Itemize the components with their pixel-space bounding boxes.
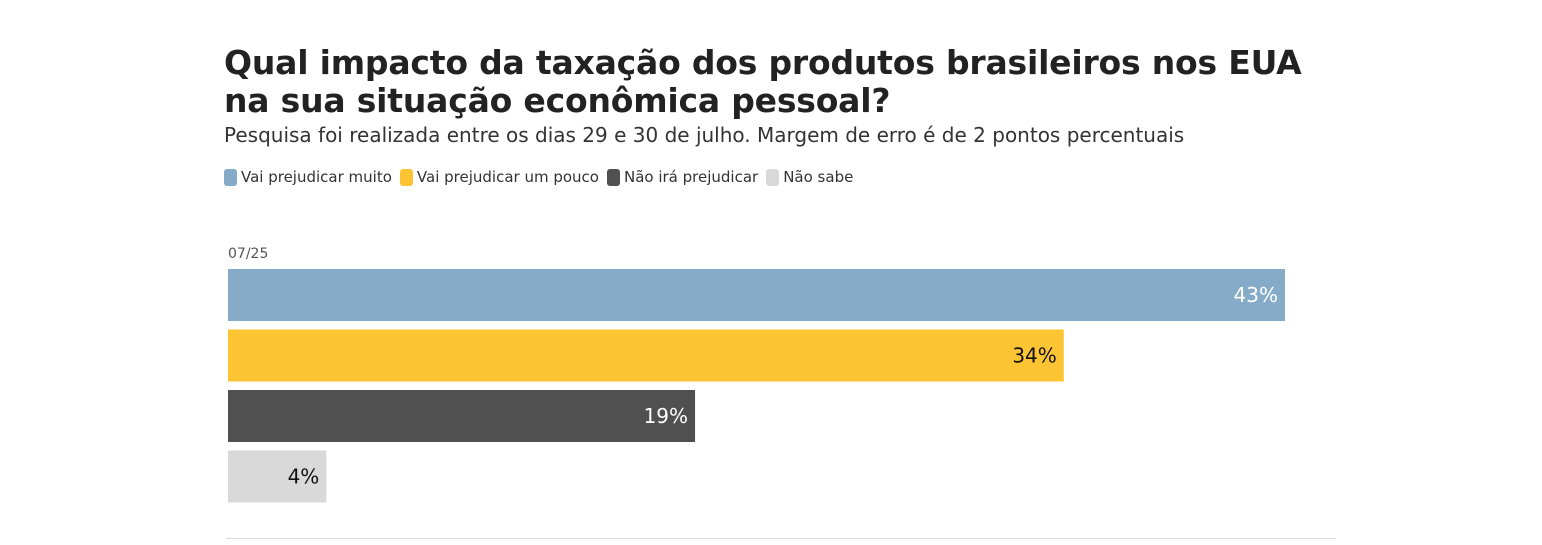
chart-title: Qual impacto da taxação dos produtos bra… <box>224 43 1302 120</box>
legend-item-nao-sabe: Não sabe <box>766 168 853 186</box>
bar-4 <box>228 450 327 503</box>
period-label: 07/25 <box>228 246 269 262</box>
legend-label: Não sabe <box>783 168 854 186</box>
bar-1 <box>228 269 1285 321</box>
legend-swatch <box>224 168 237 186</box>
legend-label: Vai prejudicar muito <box>241 168 392 186</box>
legend-swatch <box>606 168 620 186</box>
baseline <box>226 538 1336 539</box>
legend-item-nao-ira-prejudicar: Não irá prejudicar <box>606 168 759 186</box>
legend-label: Vai prejudicar um pouco <box>416 168 599 186</box>
bar-value-label: 34% <box>1012 344 1056 368</box>
legend-item-vai-prejudicar-um-pouco: Vai prejudicar um pouco <box>399 168 599 186</box>
legend-swatch <box>766 168 780 186</box>
bar-2 <box>228 329 1064 382</box>
chart-header: Qual impacto da taxação dos produtos bra… <box>224 44 1336 186</box>
legend-swatch <box>399 168 413 186</box>
legend-item-vai-prejudicar-muito: Vai prejudicar muito <box>224 168 392 186</box>
bar-value-label: 43% <box>1234 283 1278 307</box>
chart-legend: Vai prejudicar muito Vai prejudicar um p… <box>224 168 1336 186</box>
chart-subtitle: Pesquisa foi realizada entre os dias 29 … <box>224 123 1185 147</box>
bar-value-label: 4% <box>288 465 320 489</box>
bar-value-label: 19% <box>644 404 688 428</box>
bar-3 <box>228 390 696 442</box>
legend-label: Não irá prejudicar <box>623 168 759 186</box>
